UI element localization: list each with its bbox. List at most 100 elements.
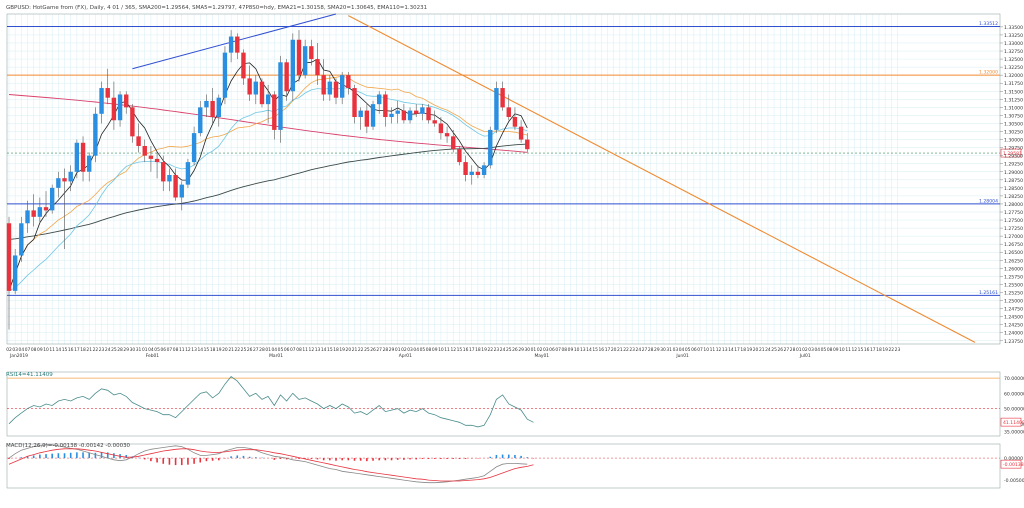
date-tick-label: 05 (821, 347, 827, 353)
candle-body (265, 94, 271, 105)
date-tick-label: 18 (740, 347, 746, 353)
rsi-current-box (1000, 417, 1022, 427)
date-tick-label: 21 (617, 347, 623, 353)
date-tick-label: 26 (247, 347, 253, 353)
trendline-orange (348, 15, 976, 343)
date-tick-label: 04 (272, 347, 278, 353)
date-tick-label: 01 (531, 347, 537, 353)
date-tick-label: 13 (315, 347, 321, 353)
rsi-current-label: 41.11409 (1003, 420, 1024, 426)
date-tick-label: 31 (666, 347, 672, 353)
candle-body (457, 149, 462, 163)
date-tick-label: 01 (265, 347, 271, 353)
date-tick-label: 04 (19, 347, 25, 353)
candle-body (37, 207, 43, 217)
macd-tick-label: -0.00500 (1004, 478, 1024, 484)
candle-body (68, 171, 73, 182)
panel-frame (6, 371, 1001, 437)
price-tick-label: 1.27250 (1004, 226, 1023, 232)
rsi-line (8, 376, 534, 428)
sma200-line (8, 94, 528, 153)
candle-body (93, 113, 98, 156)
candle-body (25, 210, 30, 224)
trendline-blue (132, 13, 337, 70)
date-tick-label: 30 (524, 347, 530, 353)
date-tick-label: 17 (870, 347, 876, 353)
candle-body (352, 88, 357, 118)
date-tick-label: 11 (845, 347, 851, 353)
date-tick-label: 11 (710, 347, 716, 353)
candle-body (494, 88, 499, 130)
date-tick-label: 04 (679, 347, 685, 353)
date-tick-label: 18 (876, 347, 882, 353)
candle-body (444, 133, 450, 137)
price-tick-label: 1.27000 (1004, 234, 1023, 240)
date-tick-label: 08 (562, 347, 568, 353)
candle-body (31, 210, 36, 217)
date-tick-label: 10 (574, 347, 580, 353)
candle-body (247, 78, 252, 95)
date-tick-label: 22 (93, 347, 99, 353)
candle-body (358, 110, 363, 118)
price-tick-label: 1.26250 (1004, 258, 1023, 264)
date-tick-label: 19 (216, 347, 222, 353)
candle-body (259, 81, 265, 105)
date-tick-label: 03 (12, 347, 18, 353)
date-tick-label: 22 (889, 347, 895, 353)
candle-body (438, 123, 444, 134)
level-lines: 1.33512 1.32000 1.28004 1.25161 1.29581 (7, 21, 1022, 296)
date-tick-label: 08 (173, 347, 179, 353)
date-tick-label: 28 (383, 347, 389, 353)
date-tick-label: 19 (481, 347, 487, 353)
date-tick-label: 23 (629, 347, 635, 353)
date-tick-label: 04 (814, 347, 820, 353)
date-tick-label: 12 (450, 347, 456, 353)
date-tick-label: 29 (654, 347, 660, 353)
price-tick-label: 1.24750 (1004, 307, 1023, 313)
date-tick-label: 29 (518, 347, 524, 353)
candle-body (222, 52, 228, 98)
date-tick-label: 13 (722, 347, 728, 353)
candle-body (333, 81, 339, 98)
date-tick-label: 27 (376, 347, 382, 353)
panel-frame (6, 13, 1001, 345)
candle-body (407, 110, 413, 121)
date-tick-label: 02 (802, 347, 808, 353)
date-tick-label: 30 (660, 347, 666, 353)
candle-body (463, 162, 468, 175)
price-tick-label: 1.29000 (1004, 170, 1023, 176)
date-tick-label: 18 (475, 347, 481, 353)
date-tick-label: 08 (296, 347, 302, 353)
price-tick-label: 1.25500 (1004, 282, 1023, 288)
rsi-tick-label: 50.00000 (1004, 407, 1024, 413)
candle-body (488, 129, 493, 166)
date-tick-label: 05 (685, 347, 691, 353)
candle-body (426, 107, 431, 121)
panel-frame (6, 443, 1001, 489)
date-tick-label: 02 (6, 347, 12, 353)
rsi-title: RSI14=41.11409 (6, 372, 53, 378)
date-tick-label: 20 (753, 347, 759, 353)
date-tick-label: 03 (543, 347, 549, 353)
current-price-box (1000, 148, 1022, 158)
candle-body (290, 39, 296, 92)
date-tick-label: 18 (333, 347, 339, 353)
date-tick-label: 18 (80, 347, 86, 353)
date-tick-label: 21 (228, 347, 234, 353)
candle-body (87, 155, 92, 172)
date-tick-label: 21 (759, 347, 765, 353)
date-tick-label: 17 (734, 347, 740, 353)
date-tick-label: 19 (882, 347, 888, 353)
candle-body (525, 139, 530, 150)
trendlines (132, 13, 976, 343)
candle-body (210, 100, 215, 118)
date-tick-label: 26 (777, 347, 783, 353)
price-tick-label: 1.28500 (1004, 186, 1023, 192)
date-tick-label: 07 (555, 347, 561, 353)
candle-body (272, 94, 277, 130)
price-tick-label: 1.29750 (1004, 146, 1023, 152)
date-tick-label: 23 (494, 347, 500, 353)
candle-body (296, 39, 302, 76)
